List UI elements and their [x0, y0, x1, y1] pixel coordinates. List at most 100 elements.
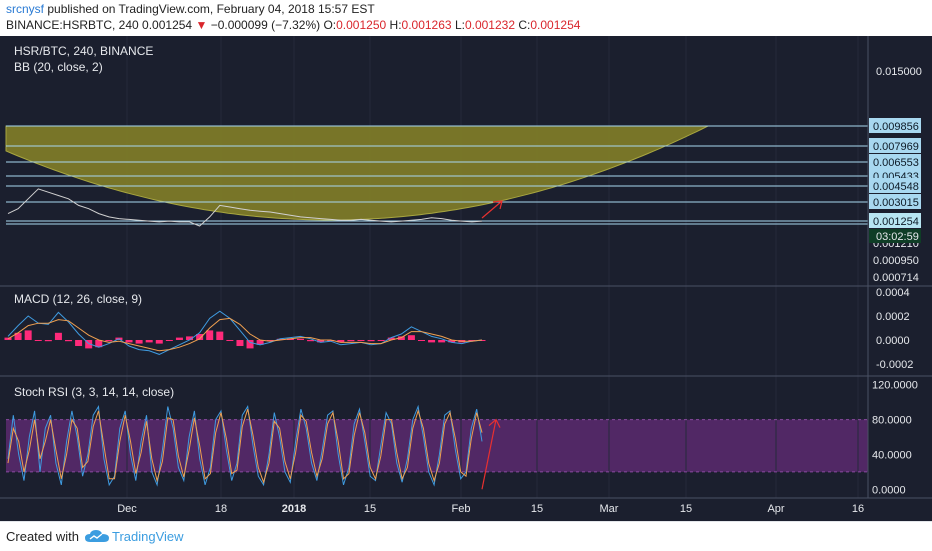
price-panel-title: HSR/BTC, 240, BINANCE: [14, 44, 153, 58]
price-label-box: [869, 252, 921, 267]
stoch-axis-ticks: 120.0000 80.0000 40.0000 0.0000: [872, 380, 918, 497]
macd-histogram-bar: [307, 340, 315, 342]
price-label: 0.000950: [873, 255, 919, 267]
macd-histogram-bar: [327, 340, 335, 342]
stoch-panel[interactable]: Stoch RSI (3, 3, 14, 14, close) 120.0000…: [6, 376, 918, 498]
macd-histogram-bar: [135, 340, 143, 344]
macd-histogram-bar: [337, 340, 345, 343]
price-panel[interactable]: HSR/BTC, 240, BINANCE BB (20, close, 2) …: [5, 36, 922, 286]
published-text: published on TradingView.com, February 0…: [47, 2, 375, 16]
macd-histogram-bar: [24, 330, 32, 340]
time-axis-label: Dec: [117, 503, 137, 515]
price-axis-tick: 0.015000: [876, 66, 922, 78]
price-label: 0.000714: [873, 272, 919, 284]
macd-title: MACD (12, 26, close, 9): [14, 292, 142, 306]
macd-grid: [126, 286, 859, 376]
macd-histogram-bar: [54, 332, 62, 340]
macd-histogram-bar: [206, 330, 214, 340]
price-label-box: [869, 138, 921, 153]
stoch-tick: 80.0000: [872, 415, 912, 427]
low-label: L:: [454, 18, 465, 32]
down-arrow-icon: ▼: [195, 18, 208, 32]
macd-histogram-bar: [95, 340, 103, 348]
time-axis-label: 15: [680, 503, 692, 515]
stoch-tick: 40.0000: [872, 449, 912, 461]
time-axis-label: 16: [852, 503, 864, 515]
publish-line: srcnysf published on TradingView.com, Fe…: [6, 2, 375, 16]
author-link[interactable]: srcnysf: [6, 2, 45, 16]
tradingview-cloud-icon: [85, 530, 109, 542]
time-axis-label: 15: [531, 503, 543, 515]
macd-histogram-bar: [317, 340, 325, 343]
macd-histogram-bar: [226, 340, 234, 341]
price-series-line: [7, 188, 483, 227]
stoch-band: [6, 419, 868, 472]
macd-histogram-bar: [175, 337, 183, 340]
chart-canvas[interactable]: HSR/BTC, 240, BINANCE BB (20, close, 2) …: [0, 36, 932, 521]
footer: Created with TradingView: [0, 521, 932, 551]
stoch-d-line: [7, 408, 483, 484]
time-axis-label: Feb: [452, 503, 471, 515]
high-label: H:: [389, 18, 402, 32]
macd-histogram-bar: [145, 340, 153, 343]
stoch-tick: 120.0000: [872, 380, 918, 392]
macd-tick: 0.0004: [876, 287, 910, 299]
macd-histogram-bar: [357, 340, 365, 341]
price-label-box: [869, 194, 921, 209]
macd-histogram-bar: [256, 340, 264, 345]
macd-panel[interactable]: MACD (12, 26, close, 9) 0.00040.00020.00…: [4, 286, 914, 376]
macd-histogram-bar: [407, 335, 415, 340]
macd-histogram-bar: [286, 338, 294, 340]
price-label: 0.003015: [873, 197, 919, 209]
macd-histogram-bar: [367, 340, 375, 342]
macd-histogram-bar: [105, 340, 113, 342]
macd-histogram-bar: [448, 340, 456, 343]
macd-tick: 0.0000: [876, 335, 910, 347]
price-label: 0.006553: [873, 157, 919, 169]
time-axis-label: Mar: [600, 503, 619, 515]
macd-histogram-bar: [397, 336, 405, 340]
countdown-label: 03:02:59: [876, 231, 919, 243]
low-value: 0.001232: [464, 18, 516, 32]
stoch-title: Stoch RSI (3, 3, 14, 14, close): [14, 385, 174, 399]
price-label-box: [869, 213, 921, 228]
macd-histogram-bar: [347, 340, 355, 342]
macd-line: [7, 310, 483, 355]
macd-axis-ticks: 0.0004 0.0002 0.0000 -0.0002: [876, 287, 913, 371]
price-label-box: [869, 178, 921, 193]
last-price: 0.001254: [142, 18, 193, 32]
high-value: 0.001263: [401, 18, 452, 32]
price-label: 0.007969: [873, 141, 919, 153]
price-arrow-head: [492, 200, 503, 210]
countdown-box: [869, 229, 921, 243]
close-label: C:: [518, 18, 531, 32]
open-value: 0.001250: [336, 18, 387, 32]
macd-histogram-bar: [387, 337, 395, 340]
macd-histogram-bar: [216, 331, 224, 340]
macd-histogram: [4, 330, 486, 349]
macd-tick: 0.0002: [876, 311, 910, 323]
macd-histogram-bar: [165, 340, 173, 341]
macd-tick: -0.0002: [876, 359, 913, 371]
macd-histogram-bar: [266, 340, 274, 342]
price-label: 0.001254: [873, 216, 919, 228]
macd-histogram-bar: [428, 340, 436, 343]
stoch-k-line: [7, 404, 483, 487]
stoch-arrow-head: [488, 418, 501, 428]
time-axis-label: Apr: [767, 503, 784, 515]
price-label: 0.009856: [873, 121, 919, 133]
macd-histogram-bar: [14, 332, 22, 340]
stoch-arrow-annotation: [481, 419, 497, 490]
price-label-box: [869, 154, 921, 169]
symbol-name: BINANCE:HSRBTC, 240: [6, 18, 139, 32]
price-change: −0.000099 (−7.32%): [210, 18, 321, 32]
tradingview-brand[interactable]: TradingView: [112, 529, 184, 544]
time-axis-label: 18: [215, 503, 227, 515]
open-label: O:: [323, 18, 337, 32]
macd-histogram-bar: [236, 340, 244, 346]
time-axis[interactable]: Dec 18 2018 15 Feb 15 Mar 15 Apr 16: [117, 503, 864, 515]
close-value: 0.001254: [530, 18, 581, 32]
macd-histogram-bar: [125, 340, 133, 343]
time-axis-label: 15: [364, 503, 376, 515]
macd-histogram-bar: [85, 340, 93, 349]
